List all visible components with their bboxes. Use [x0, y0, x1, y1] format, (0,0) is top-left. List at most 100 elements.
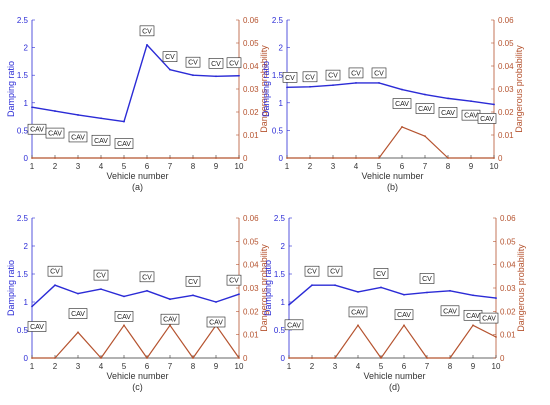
x-tick-label: 6 — [145, 362, 150, 371]
dangerous-probability-point — [192, 157, 194, 159]
damping-ratio-point — [357, 291, 359, 293]
x-axis-label: Vehicle number — [106, 171, 168, 181]
panel-caption: (c) — [132, 382, 143, 392]
x-tick-label: 8 — [446, 162, 451, 171]
vehicle-type-label: CV — [229, 278, 239, 285]
vehicle-type-box — [139, 25, 155, 37]
dangerous-probability-point — [470, 157, 472, 159]
dangerous-probability-point — [31, 157, 33, 159]
right-y-axis-label: Dangerous probability — [259, 45, 269, 133]
damping-ratio-point — [238, 293, 240, 296]
right-y-axis-label: Dangerous probability — [516, 244, 526, 332]
x-tick-label: 6 — [400, 162, 405, 171]
damping-ratio-point — [495, 297, 497, 299]
vehicle-type-box — [477, 113, 497, 124]
vehicle-type-box — [226, 274, 242, 286]
dangerous-probability-point — [472, 324, 474, 327]
left-y-tick-label: 1.5 — [272, 71, 284, 80]
damping-ratio-point — [447, 97, 449, 100]
dangerous-probability-point — [77, 331, 79, 334]
left-y-tick-label: 1 — [24, 298, 29, 307]
x-tick-label: 3 — [331, 162, 336, 171]
dangerous-probability-point — [288, 357, 290, 359]
dangerous-probability-point — [238, 357, 240, 359]
dangerous-probability-point — [146, 157, 148, 159]
vehicle-type-label: CV — [328, 73, 338, 80]
x-tick-label: 4 — [354, 162, 359, 171]
vehicle-type-box — [160, 313, 180, 325]
dangerous-probability-point — [426, 357, 428, 359]
x-tick-label: 2 — [310, 362, 315, 371]
right-y-tick-label: 0.06 — [243, 214, 259, 223]
damping-ratio-point — [169, 68, 171, 71]
dangerous-probability-point — [332, 157, 334, 159]
vehicle-type-box — [27, 321, 47, 332]
vehicle-type-box — [325, 69, 341, 81]
right-y-tick-label: 0.02 — [498, 108, 514, 117]
right-y-tick-label: 0 — [243, 154, 248, 163]
vehicle-type-box — [208, 58, 224, 69]
vehicle-type-box — [45, 127, 65, 139]
chart-panel-d: 1 2 3 4 5 6 7 8 9 1000.511.522.500.010.020.030.04… — [263, 214, 526, 392]
right-y-axis-label: Dangerous probability — [514, 45, 524, 133]
damping-ratio-line — [286, 82, 495, 106]
dangerous-probability-point — [31, 357, 33, 359]
vehicle-type-label: CAV — [441, 110, 455, 117]
damping-ratio-point — [424, 93, 426, 96]
right-y-tick-label: 0 — [498, 154, 503, 163]
vehicle-type-label: CV — [305, 74, 315, 81]
damping-ratio-point — [286, 86, 288, 89]
dangerous-probability-point — [355, 157, 357, 159]
damping-ratio-point — [31, 106, 33, 109]
left-y-tick-label: 2.5 — [272, 16, 284, 25]
vehicle-type-box — [394, 309, 414, 321]
x-tick-label: 7 — [168, 362, 173, 371]
vehicle-type-label: CV — [376, 271, 386, 278]
damping-ratio-point — [146, 43, 148, 46]
damping-ratio-point — [123, 120, 125, 123]
dangerous-probability-point — [401, 126, 403, 128]
vehicle-type-box — [284, 319, 304, 331]
vehicle-type-box — [479, 312, 499, 324]
left-y-tick-label: 1 — [24, 99, 29, 108]
dangerous-probability-point — [311, 357, 313, 359]
x-tick-label: 8 — [191, 162, 196, 171]
x-tick-label: 5 — [379, 362, 384, 371]
damping-ratio-line — [288, 284, 497, 306]
vehicle-type-label: CAV — [30, 127, 44, 134]
right-y-tick-label: 0.03 — [243, 85, 259, 94]
dangerous-probability-point — [378, 157, 380, 159]
vehicle-type-label: CV — [351, 70, 361, 77]
left-y-tick-label: 0.5 — [272, 126, 284, 135]
damping-ratio-point — [54, 110, 56, 112]
vehicle-type-label: CV — [188, 60, 198, 67]
vehicle-type-label: CV — [96, 273, 106, 280]
dangerous-probability-point — [100, 357, 102, 359]
x-tick-label: 9 — [214, 162, 219, 171]
x-axis-label: Vehicle number — [106, 371, 168, 381]
x-tick-label: 8 — [191, 362, 196, 371]
vehicle-type-label: CAV — [163, 317, 177, 324]
x-tick-label: 2 — [53, 162, 58, 171]
vehicle-type-box — [304, 265, 320, 277]
dangerous-probability-point — [169, 157, 171, 159]
x-tick-label: 5 — [377, 162, 382, 171]
vehicle-type-box — [226, 57, 242, 69]
damping-ratio-point — [77, 114, 79, 116]
left-y-axis-label: Damping ratio — [261, 61, 271, 117]
left-y-tick-label: 0.5 — [17, 326, 29, 335]
x-tick-label: 4 — [99, 162, 104, 171]
left-y-axis-label: Damping ratio — [6, 61, 16, 117]
left-y-tick-label: 2.5 — [17, 214, 29, 223]
damping-ratio-line — [31, 44, 240, 123]
dangerous-probability-point — [238, 157, 240, 159]
x-tick-label: 7 — [168, 162, 173, 171]
vehicle-type-box — [419, 273, 435, 284]
vehicle-type-label: CAV — [397, 312, 411, 319]
damping-ratio-point — [401, 88, 403, 91]
chart-panel-a: 1 2 3 4 5 6 7 8 9 1000.511.522.500.010.020.030.04… — [6, 16, 269, 192]
x-tick-label: 9 — [214, 362, 219, 371]
vehicle-type-label: CV — [307, 269, 317, 276]
x-tick-label: 7 — [423, 162, 428, 171]
damping-ratio-point — [472, 294, 474, 297]
